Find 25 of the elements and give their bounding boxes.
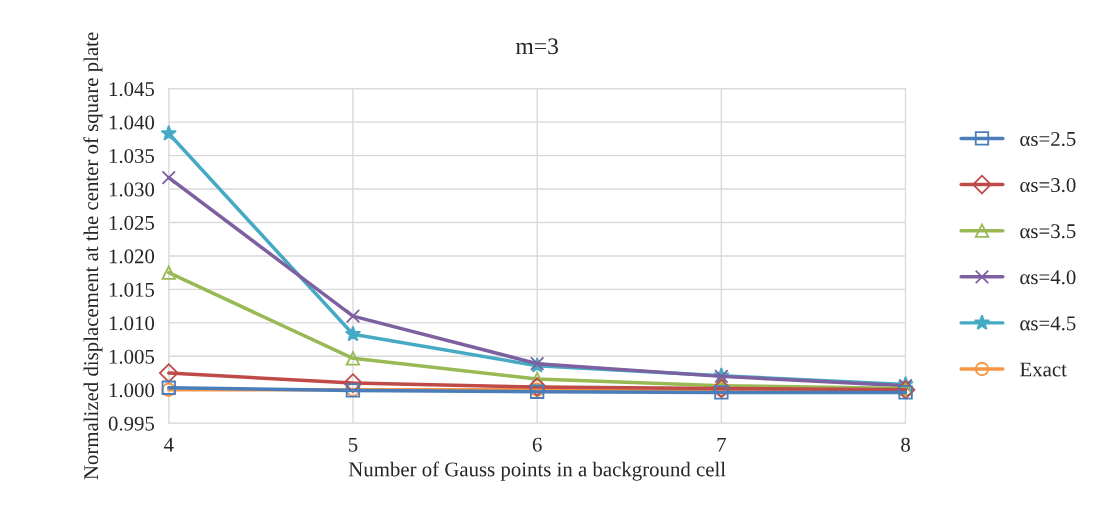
legend-label: αs=4.5 (1020, 316, 1076, 331)
legend-label: αs=4.0 (1020, 270, 1076, 285)
y-tick-label: 1.000 (109, 383, 155, 398)
x-tick-label: 5 (348, 437, 358, 452)
y-tick-label: 1.020 (109, 249, 155, 264)
legend-label: αs=3.5 (1020, 224, 1076, 239)
y-tick-label: 1.010 (109, 316, 155, 331)
y-tick-label: 0.995 (108, 416, 155, 431)
legend-label: αs=3.0 (1020, 178, 1076, 193)
x-tick-label: 7 (717, 437, 726, 452)
y-tick-label: 1.015 (109, 282, 155, 297)
chart-title: m=3 (515, 38, 558, 55)
y-axis-title: Normalized displacement at the center of square plate (83, 32, 103, 480)
x-axis-title: Number of Gauss points in a background cell (348, 461, 726, 481)
y-tick-label: 1.045 (109, 82, 155, 97)
y-tick-label: 1.040 (109, 115, 155, 130)
x-tick-label: 4 (163, 437, 174, 452)
y-tick-label: 1.035 (109, 148, 155, 164)
legend-label: αs=2.5 (1020, 131, 1076, 147)
y-tick-label: 1.025 (109, 215, 155, 231)
x-tick-label: 8 (901, 437, 910, 452)
legend-label: Exact (1020, 362, 1067, 377)
x-tick-label: 6 (532, 437, 542, 452)
y-tick-label: 1.005 (109, 349, 155, 364)
y-tick-label: 1.030 (109, 182, 155, 197)
